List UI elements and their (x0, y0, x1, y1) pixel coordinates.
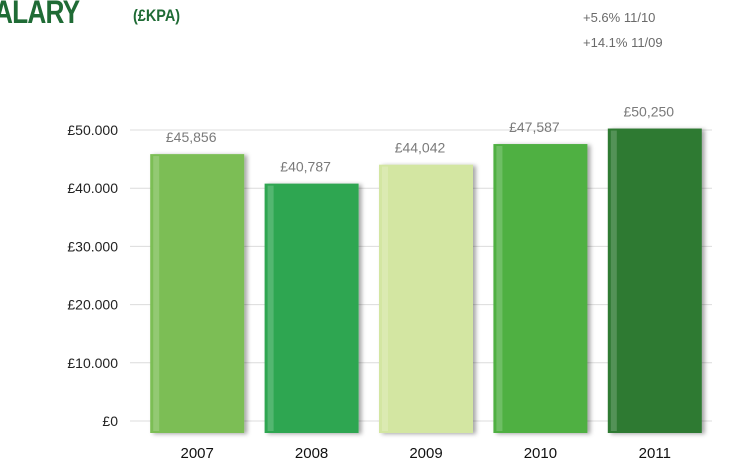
bar-2009 (379, 164, 473, 433)
chart-subtitle: (£KPA) (133, 6, 181, 25)
growth-note-2: +14.1% 11/09 (583, 35, 663, 50)
y-tick-label: £0 (102, 413, 118, 429)
data-label-2008: £40,787 (280, 159, 331, 175)
bar-2008 (264, 183, 359, 433)
y-tick-label: £50.000 (67, 122, 118, 138)
bar-2007 (150, 154, 245, 433)
bar-highlight (382, 166, 388, 431)
x-tick-label-2011: 2011 (639, 445, 671, 462)
growth-note-1: +5.6% 11/10 (583, 10, 656, 25)
bar-highlight (496, 146, 503, 432)
y-tick-label: £10.000 (67, 355, 118, 371)
bar-highlight (153, 156, 160, 431)
bar-2011 (607, 128, 702, 434)
x-tick-label-2009: 2009 (409, 445, 442, 462)
y-tick-label: £20.000 (67, 297, 118, 313)
data-label-2011: £50,250 (623, 104, 674, 120)
data-label-2009: £44,042 (395, 140, 446, 156)
y-tick-label: £30.000 (67, 238, 118, 254)
bar-2010 (493, 144, 588, 434)
data-label-2007: £45,856 (166, 129, 217, 145)
x-tick-label-2007: 2007 (181, 445, 214, 462)
y-tick-label: £40.000 (67, 180, 118, 196)
data-label-2010: £47,587 (509, 119, 560, 135)
bar-highlight (267, 185, 274, 431)
bar-highlight (610, 130, 617, 432)
chart-title: ALARY (0, 0, 80, 30)
x-tick-label-2008: 2008 (295, 445, 328, 462)
x-tick-label-2010: 2010 (524, 445, 557, 462)
